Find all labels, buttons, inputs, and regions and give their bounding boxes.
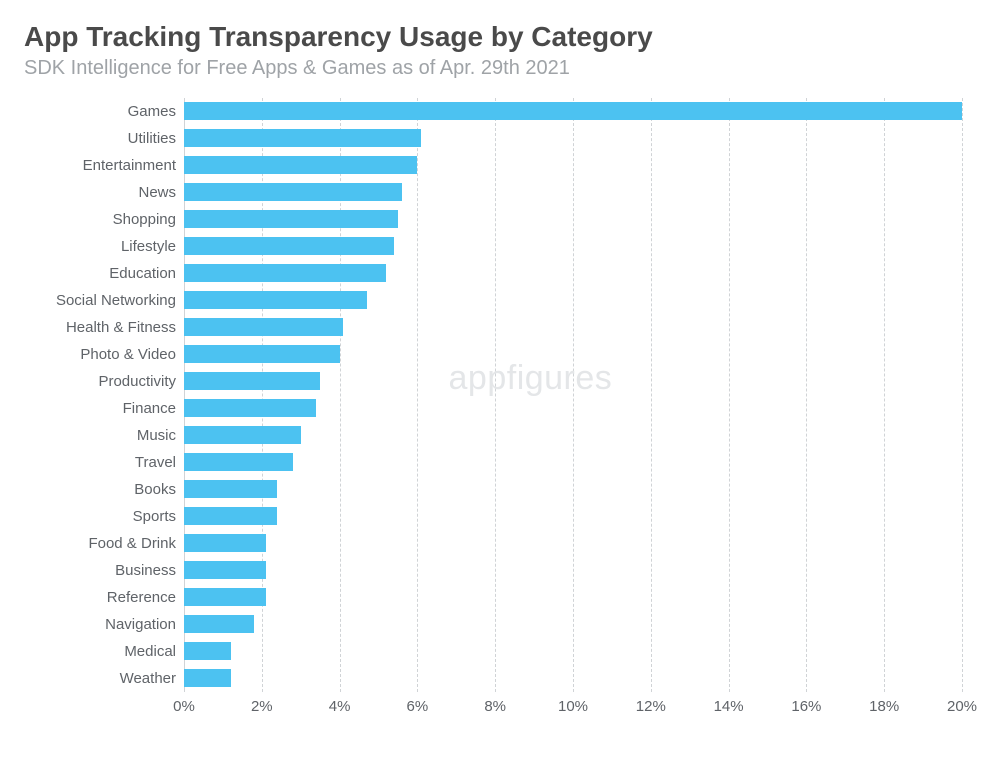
- y-axis-label: Food & Drink: [24, 530, 176, 557]
- bar: [184, 480, 277, 498]
- bars: [184, 98, 962, 692]
- bar: [184, 129, 421, 147]
- bar: [184, 102, 962, 120]
- y-axis-label: Finance: [24, 395, 176, 422]
- x-axis-spacer: [24, 698, 184, 720]
- y-axis-label: Weather: [24, 665, 176, 692]
- bar: [184, 561, 266, 579]
- bar: [184, 318, 343, 336]
- bar-row: [184, 449, 962, 476]
- x-axis-ticks: 0%2%4%6%8%10%12%14%16%18%20%: [184, 698, 962, 720]
- bar: [184, 615, 254, 633]
- y-axis-label: Social Networking: [24, 287, 176, 314]
- x-tick: 2%: [251, 698, 273, 715]
- x-tick: 14%: [714, 698, 744, 715]
- bar: [184, 588, 266, 606]
- plot-area: appfigures: [184, 98, 962, 692]
- y-axis-label: Medical: [24, 638, 176, 665]
- x-tick: 18%: [869, 698, 899, 715]
- y-axis-label: Productivity: [24, 368, 176, 395]
- y-axis-label: Utilities: [24, 125, 176, 152]
- y-axis-label: Lifestyle: [24, 233, 176, 260]
- y-axis-label: Photo & Video: [24, 341, 176, 368]
- x-tick: 16%: [791, 698, 821, 715]
- x-tick: 10%: [558, 698, 588, 715]
- bar-row: [184, 476, 962, 503]
- x-axis: 0%2%4%6%8%10%12%14%16%18%20%: [24, 698, 962, 720]
- bar: [184, 372, 320, 390]
- y-axis-label: Shopping: [24, 206, 176, 233]
- bar-row: [184, 503, 962, 530]
- bar: [184, 291, 367, 309]
- bar: [184, 237, 394, 255]
- gridline: [962, 98, 963, 692]
- bar: [184, 534, 266, 552]
- bar-row: [184, 530, 962, 557]
- bar: [184, 183, 402, 201]
- y-axis-label: Health & Fitness: [24, 314, 176, 341]
- chart-subtitle: SDK Intelligence for Free Apps & Games a…: [24, 56, 962, 80]
- x-tick: 4%: [329, 698, 351, 715]
- y-axis-label: Books: [24, 476, 176, 503]
- y-axis-label: Reference: [24, 584, 176, 611]
- bar: [184, 345, 340, 363]
- x-tick: 20%: [947, 698, 977, 715]
- bar-row: [184, 584, 962, 611]
- y-axis-label: Education: [24, 260, 176, 287]
- y-axis-label: Sports: [24, 503, 176, 530]
- x-tick: 8%: [484, 698, 506, 715]
- y-axis-label: Entertainment: [24, 152, 176, 179]
- x-tick: 0%: [173, 698, 195, 715]
- bar: [184, 264, 386, 282]
- bar-row: [184, 125, 962, 152]
- y-axis-label: Games: [24, 98, 176, 125]
- bar: [184, 669, 231, 687]
- y-axis-label: Business: [24, 557, 176, 584]
- bar: [184, 156, 417, 174]
- chart-container: GamesUtilitiesEntertainmentNewsShoppingL…: [24, 98, 962, 720]
- bar-row: [184, 422, 962, 449]
- bar: [184, 507, 277, 525]
- bar-row: [184, 665, 962, 692]
- bar-row: [184, 98, 962, 125]
- bar-row: [184, 341, 962, 368]
- bar: [184, 426, 301, 444]
- bar: [184, 399, 316, 417]
- y-axis-labels: GamesUtilitiesEntertainmentNewsShoppingL…: [24, 98, 184, 692]
- y-axis-label: Travel: [24, 449, 176, 476]
- bar-row: [184, 314, 962, 341]
- chart: GamesUtilitiesEntertainmentNewsShoppingL…: [24, 98, 962, 692]
- y-axis-label: News: [24, 179, 176, 206]
- bar: [184, 210, 398, 228]
- bar: [184, 642, 231, 660]
- x-tick: 6%: [407, 698, 429, 715]
- bar-row: [184, 152, 962, 179]
- bar-row: [184, 368, 962, 395]
- chart-title: App Tracking Transparency Usage by Categ…: [24, 20, 962, 54]
- bar-row: [184, 638, 962, 665]
- bar: [184, 453, 293, 471]
- bar-row: [184, 206, 962, 233]
- bar-row: [184, 395, 962, 422]
- bar-row: [184, 287, 962, 314]
- bar-row: [184, 557, 962, 584]
- bar-row: [184, 611, 962, 638]
- y-axis-label: Music: [24, 422, 176, 449]
- bar-row: [184, 260, 962, 287]
- y-axis-label: Navigation: [24, 611, 176, 638]
- bar-row: [184, 179, 962, 206]
- x-tick: 12%: [636, 698, 666, 715]
- bar-row: [184, 233, 962, 260]
